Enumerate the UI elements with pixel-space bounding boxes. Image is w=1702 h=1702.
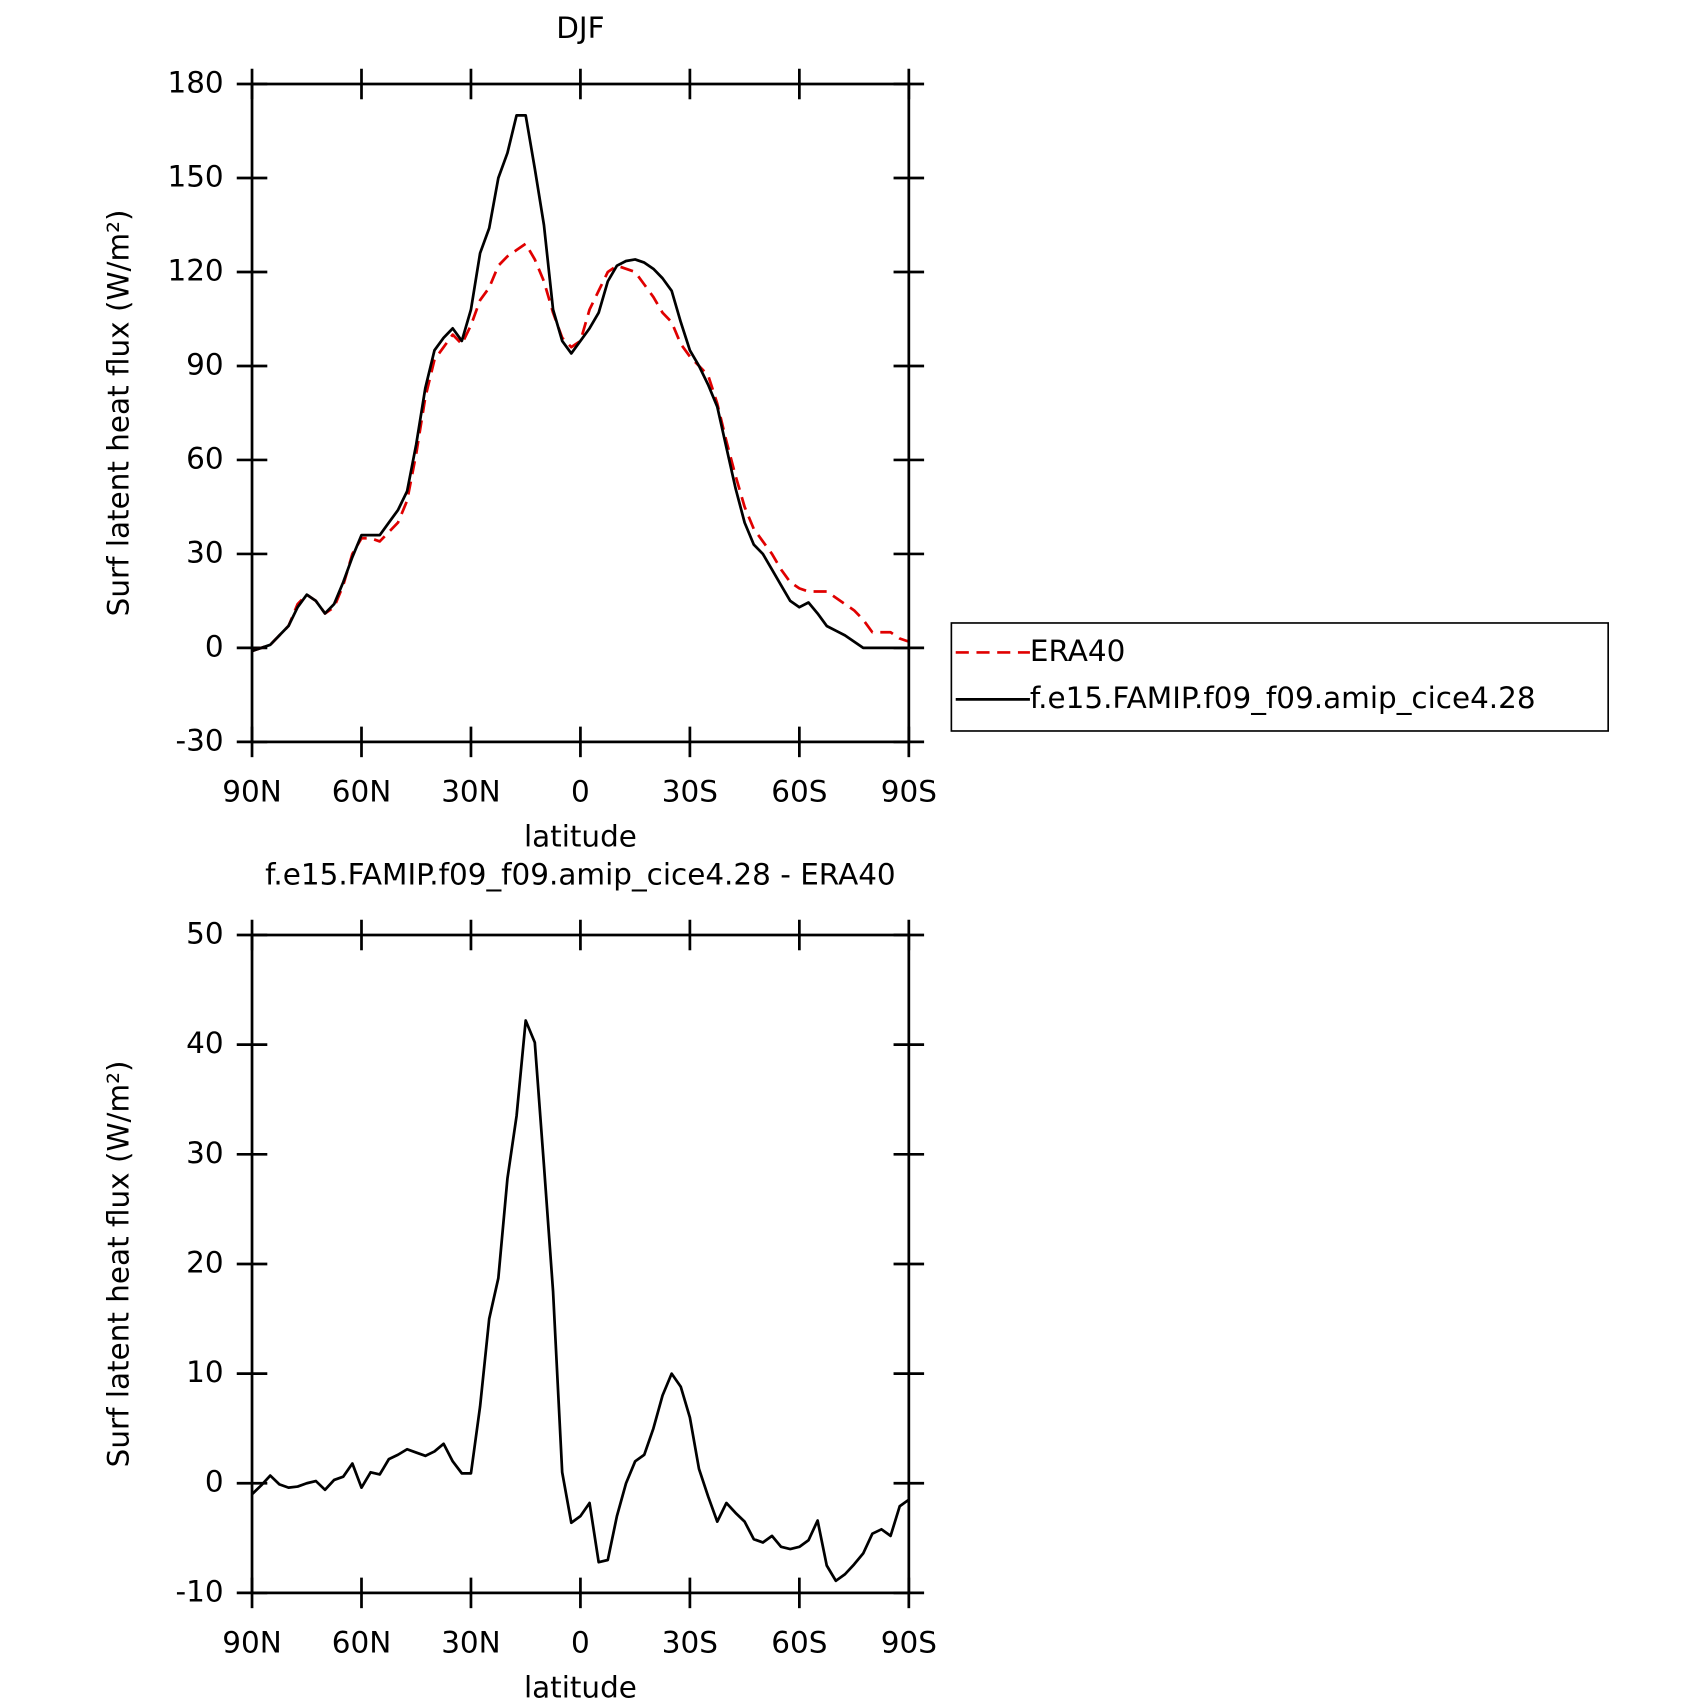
x-tick-label: 60S xyxy=(771,775,827,809)
x-tick-label: 90S xyxy=(881,1626,937,1660)
chart-title: DJF xyxy=(556,11,604,45)
y-tick-label: 30 xyxy=(186,1136,223,1170)
data-line xyxy=(251,242,910,653)
y-tick-label: 30 xyxy=(186,535,223,569)
y-tick-label: 60 xyxy=(186,441,223,475)
chart-title: f.e15.FAMIP.f09_f09.amip_cice4.28 - ERA4… xyxy=(265,858,896,892)
y-tick-label: -30 xyxy=(176,723,224,757)
data-line xyxy=(251,113,909,653)
legend-box xyxy=(950,622,1609,732)
legend-label: f.e15.FAMIP.f09_f09.amip_cice4.28 xyxy=(1030,681,1536,715)
y-axis-label: Surf latent heat flux (W/m²) xyxy=(102,210,136,617)
data-line xyxy=(251,1019,910,1583)
plot-frame xyxy=(250,933,911,1595)
x-tick-label: 30N xyxy=(441,775,500,809)
x-tick-label: 30N xyxy=(441,1626,500,1660)
y-tick-label: -10 xyxy=(176,1574,224,1608)
x-tick-label: 30S xyxy=(662,775,718,809)
x-tick-label: 90S xyxy=(881,775,937,809)
y-tick-label: 150 xyxy=(167,159,223,193)
plot-frame xyxy=(250,82,911,744)
x-tick-label: 30S xyxy=(662,1626,718,1660)
x-tick-label: 60S xyxy=(771,1626,827,1660)
x-tick-label: 60N xyxy=(332,775,391,809)
y-axis-label: Surf latent heat flux (W/m²) xyxy=(102,1061,136,1468)
y-tick-label: 20 xyxy=(186,1245,223,1279)
y-tick-label: 180 xyxy=(167,66,223,100)
x-tick-label: 0 xyxy=(571,1626,590,1660)
x-tick-label: 60N xyxy=(332,1626,391,1660)
x-axis-label: latitude xyxy=(524,819,637,853)
y-tick-label: 90 xyxy=(186,347,223,381)
y-tick-label: 120 xyxy=(167,253,223,287)
y-tick-label: 0 xyxy=(205,1465,224,1499)
x-tick-label: 90N xyxy=(222,1626,281,1660)
x-tick-label: 90N xyxy=(222,775,281,809)
y-tick-label: 0 xyxy=(205,629,224,663)
legend-label: ERA40 xyxy=(1030,634,1125,668)
y-tick-label: 10 xyxy=(186,1355,223,1389)
x-tick-label: 0 xyxy=(571,775,590,809)
y-tick-label: 40 xyxy=(186,1026,223,1060)
x-axis-label: latitude xyxy=(524,1670,637,1702)
y-tick-label: 50 xyxy=(186,917,223,951)
